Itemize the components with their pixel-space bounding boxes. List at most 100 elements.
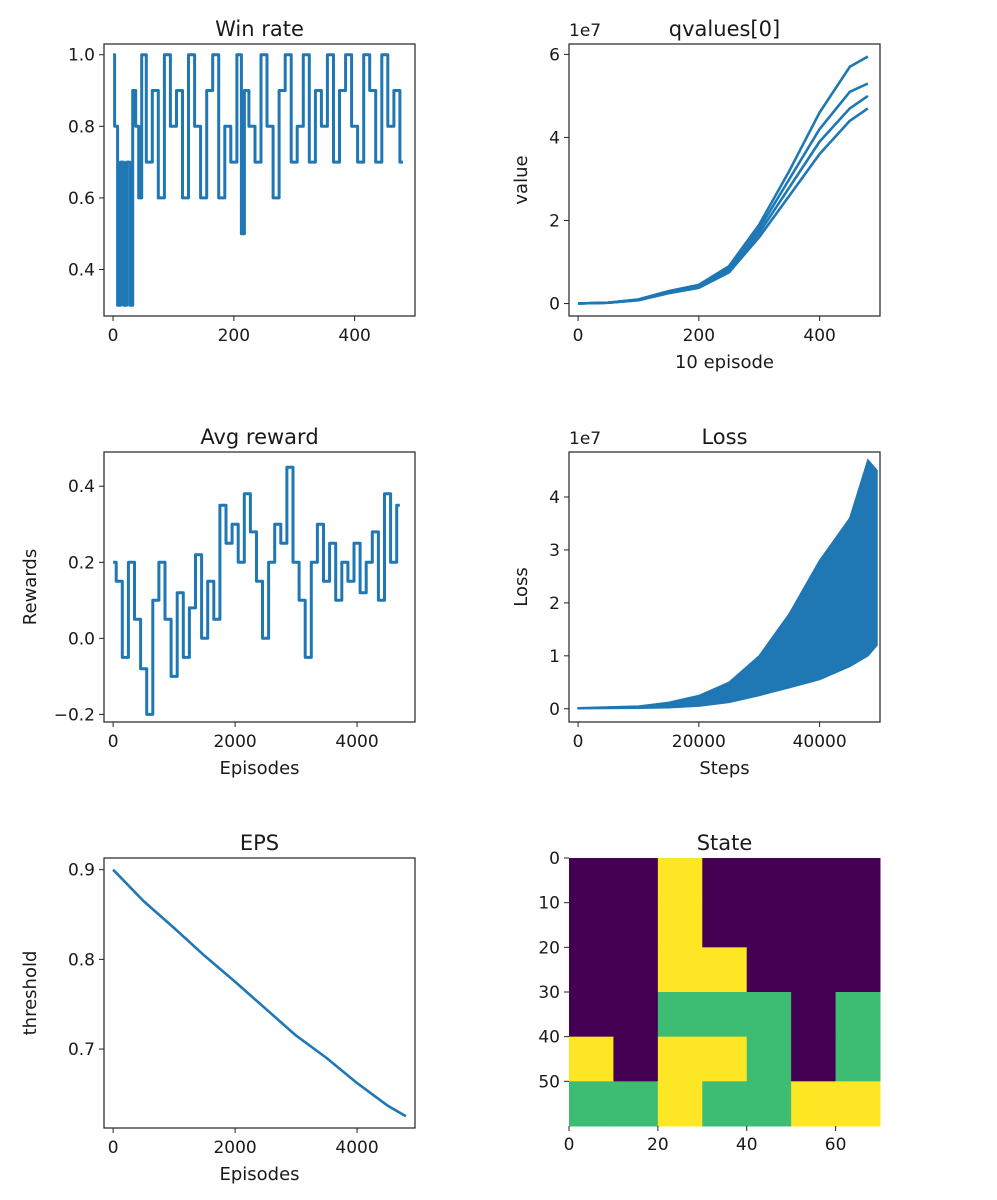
- y-tick-label: 0: [549, 849, 560, 869]
- y-tick-label: 0.0: [68, 629, 95, 649]
- x-tick-label: 20000: [672, 732, 726, 752]
- x-tick-label: 2000: [213, 1138, 256, 1158]
- y-tick-label: 6: [549, 45, 560, 65]
- heatmap-cell: [613, 902, 659, 948]
- x-tick-label: 2000: [213, 732, 256, 752]
- x-tick-label: 200: [218, 326, 250, 346]
- offset-text: 1e7: [569, 429, 601, 449]
- heatmap-cell: [657, 947, 703, 993]
- heatmap-cell: [657, 902, 703, 948]
- heatmap-cell: [569, 902, 614, 948]
- chart-qvalues: qvalues[0] 0 200 400 0 2 4 6 1e7 10 episode value: [511, 17, 881, 373]
- x-tick-label: 0: [573, 326, 584, 346]
- axes-frame: [103, 43, 416, 317]
- x-tick-label: 4000: [335, 1138, 378, 1158]
- heatmap-cell: [835, 1036, 881, 1082]
- series-line: [113, 465, 400, 716]
- y-tick-label: 40: [538, 1028, 560, 1048]
- heatmap-cell: [746, 947, 792, 993]
- x-axis-label: Episodes: [219, 758, 299, 779]
- heatmap-cell: [702, 1081, 748, 1127]
- axes-frame: [568, 43, 881, 317]
- series-line: [578, 55, 869, 305]
- series-line: [578, 94, 869, 305]
- series-line: [113, 53, 403, 307]
- heatmap-cell: [746, 902, 792, 948]
- heatmap-cell: [657, 1081, 703, 1127]
- heatmap-cell: [835, 902, 881, 948]
- y-tick-label: 1.0: [68, 46, 95, 66]
- x-tick-label: 0: [564, 1135, 575, 1155]
- x-tick-label: 40000: [793, 732, 847, 752]
- y-tick-label: 2: [549, 594, 560, 614]
- y-tick-label: −0.2: [54, 705, 95, 725]
- chart-title: qvalues[0]: [669, 17, 780, 41]
- x-tick-label: 0: [573, 732, 584, 752]
- heatmap-cell: [835, 947, 881, 993]
- plot-area: [112, 868, 407, 1118]
- y-tick-label: 0: [549, 700, 560, 720]
- series-line: [578, 82, 869, 305]
- y-tick-label: 30: [538, 983, 560, 1003]
- axes-frame: [568, 451, 881, 723]
- y-tick-label: 0.8: [68, 950, 95, 970]
- chart-eps: EPS 0 2000 4000 0.7 0.8 0.9 Episodes threshold: [20, 831, 416, 1185]
- heatmap-cell: [569, 858, 614, 904]
- y-tick-label: 1: [549, 647, 560, 667]
- series-line: [112, 868, 407, 1118]
- chart-avgreward: Avg reward 0 2000 4000 −0.2 0.0 0.2 0.4 Episodes…: [20, 425, 416, 779]
- offset-text: 1e7: [569, 21, 601, 41]
- heatmap-cell: [746, 858, 792, 904]
- heatmap-cell: [569, 1081, 614, 1127]
- loss-band: [577, 458, 878, 710]
- heatmap-cell: [569, 947, 614, 993]
- y-tick-label: 3: [549, 541, 560, 561]
- x-tick-label: 0: [108, 1138, 119, 1158]
- x-tick-label: 400: [338, 326, 370, 346]
- chart-title: Avg reward: [200, 425, 318, 449]
- y-tick-label: 20: [538, 938, 560, 958]
- y-tick-label: 0.6: [68, 189, 95, 209]
- heatmap-cell: [702, 1036, 748, 1082]
- y-tick-label: 0: [549, 295, 560, 315]
- x-tick-label: 60: [825, 1135, 847, 1155]
- heatmap-cell: [702, 992, 748, 1038]
- y-tick-label: 0.7: [68, 1040, 95, 1060]
- y-tick-label: 0.4: [68, 477, 95, 497]
- y-tick-label: 2: [549, 211, 560, 231]
- x-tick-label: 0: [108, 732, 119, 752]
- heatmap-cell: [569, 992, 614, 1038]
- heatmap-cell: [835, 992, 881, 1038]
- heatmap-cell: [702, 858, 748, 904]
- x-tick-label: 20: [647, 1135, 669, 1155]
- heatmap-cell: [569, 1036, 614, 1082]
- heatmap-cell: [746, 1036, 792, 1082]
- chart-loss: Loss 0 20000 40000 0 1 2 3 4 1e7 Steps Loss: [511, 425, 881, 779]
- y-axis-label: Loss: [511, 567, 532, 606]
- plot-area: [113, 53, 403, 307]
- x-axis-label: 10 episode: [675, 352, 774, 373]
- x-tick-label: 0: [108, 326, 119, 346]
- x-tick-label: 200: [683, 326, 715, 346]
- y-axis-label: threshold: [20, 951, 41, 1036]
- heatmap-cell: [746, 1081, 792, 1127]
- y-tick-label: 0.2: [68, 553, 95, 573]
- chart-winrate: Win rate 0 200 400 0.4 0.6 0.8 1.0: [68, 17, 416, 346]
- y-tick-label: 4: [549, 488, 560, 508]
- heatmap-cell: [791, 992, 837, 1038]
- chart-title: Win rate: [215, 17, 304, 41]
- plot-area: [577, 458, 878, 710]
- heatmap-cell: [835, 858, 881, 904]
- y-tick-label: 0.8: [68, 117, 95, 137]
- axes-frame: [103, 857, 416, 1129]
- x-tick-label: 40: [736, 1135, 758, 1155]
- series-line: [578, 107, 869, 305]
- heatmap-cell: [791, 902, 837, 948]
- chart-title: State: [697, 831, 753, 855]
- y-tick-label: 4: [549, 128, 560, 148]
- x-tick-label: 4000: [335, 732, 378, 752]
- heatmap-cell: [702, 902, 748, 948]
- x-axis-label: Episodes: [219, 1164, 299, 1185]
- heatmap-cell: [613, 992, 659, 1038]
